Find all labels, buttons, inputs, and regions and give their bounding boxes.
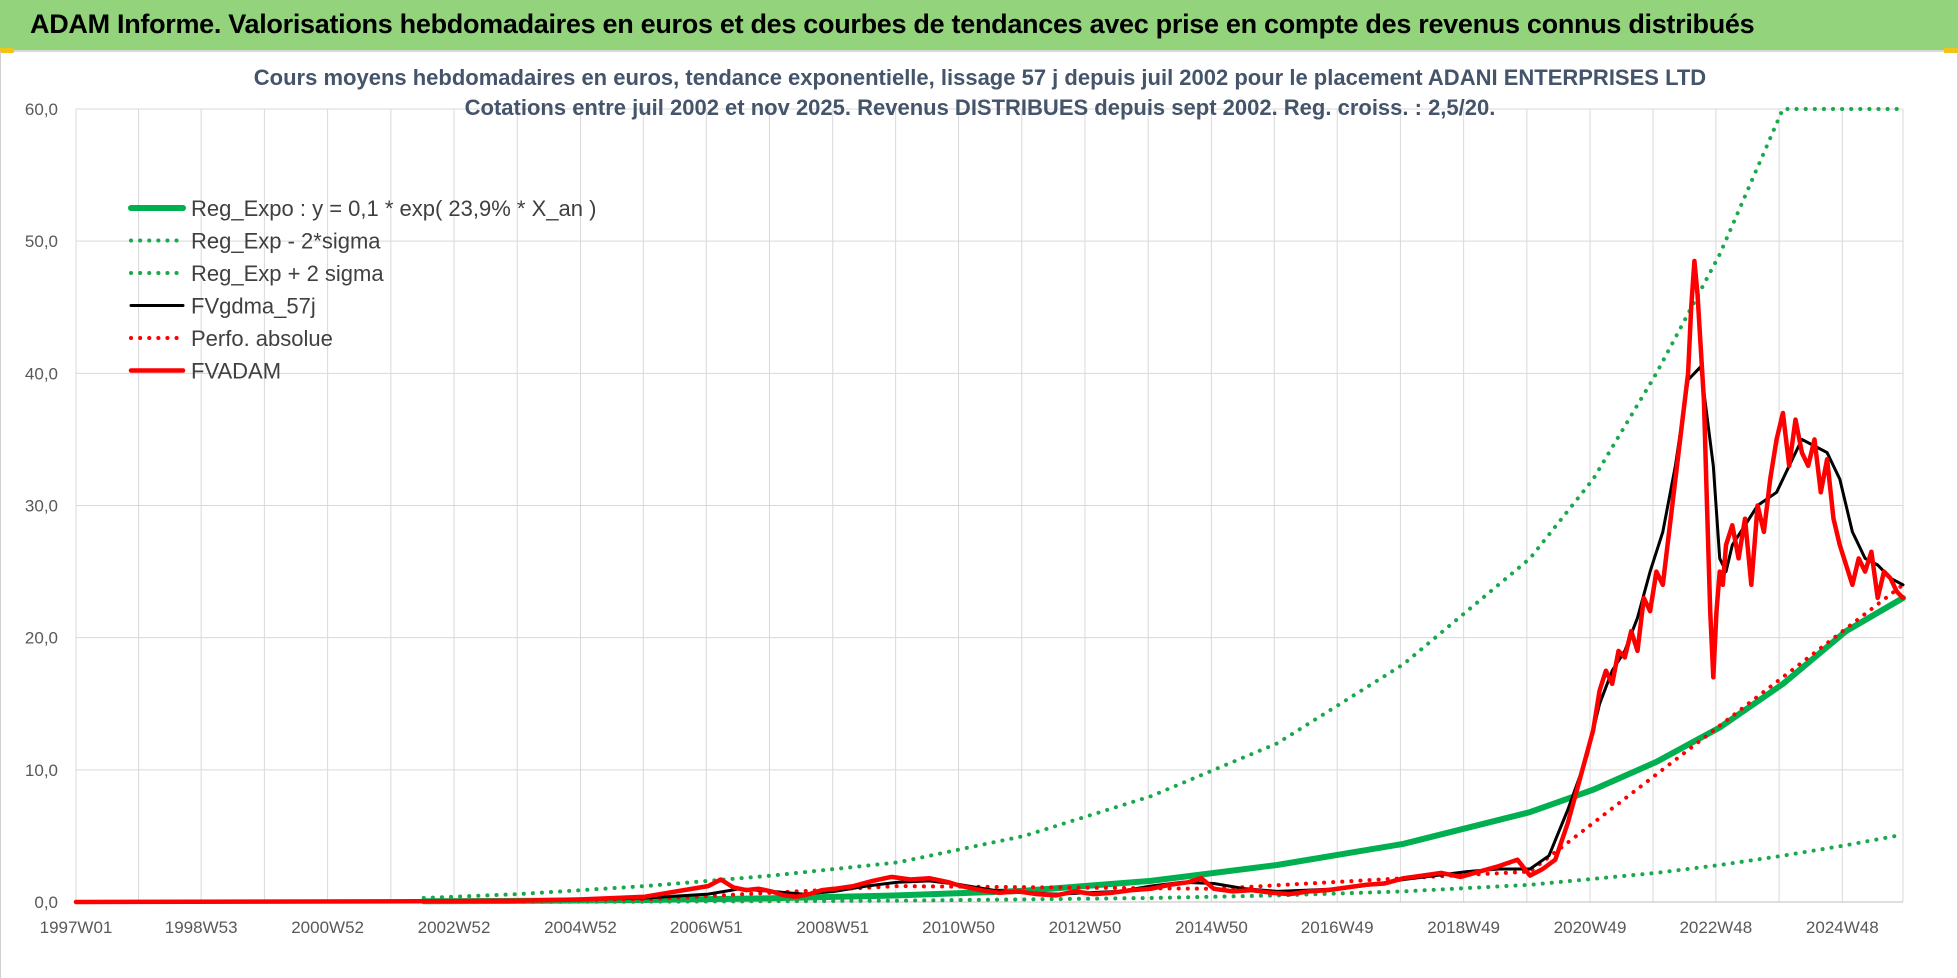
x-tick-label: 2018W49: [1427, 918, 1500, 937]
series-line-0: [420, 595, 1906, 905]
corner-mark-left: [0, 48, 14, 53]
grid: [75, 108, 1904, 903]
x-tick-label: 2004W52: [544, 918, 617, 937]
chart-subtitle: Cotations entre juil 2002 et nov 2025. R…: [465, 95, 1496, 120]
chart-title: Cours moyens hebdomadaires en euros, ten…: [254, 65, 1706, 90]
y-tick-label: 50,0: [25, 232, 58, 251]
axis-ticks: 0,0 10,0 20,0 30,0 40,0 50,0 60,0 1997W01 1998W5…: [25, 100, 1879, 937]
x-tick-label: 2000W52: [291, 918, 364, 937]
series-layer: [73, 107, 1906, 905]
legend-label: Reg_Exp - 2*sigma: [191, 229, 381, 254]
y-tick-label: 60,0: [25, 100, 58, 119]
legend: Reg_Expo : y = 0,1 * exp( 23,9% * X_an )…: [128, 196, 596, 384]
banner-title: ADAM Informe. Valorisations hebdomadaire…: [30, 9, 1755, 39]
series-line-4: [421, 582, 1905, 904]
x-tick-label: 2010W50: [922, 918, 995, 937]
x-tick-label: 2020W49: [1554, 918, 1627, 937]
x-tick-label: 2006W51: [670, 918, 743, 937]
x-tick-label: 1998W53: [165, 918, 238, 937]
x-tick-label: 2008W51: [796, 918, 869, 937]
legend-label: Reg_Expo : y = 0,1 * exp( 23,9% * X_an ): [191, 196, 596, 221]
line-chart: 0,0 10,0 20,0 30,0 40,0 50,0 60,0 1997W01 1998W5…: [25, 65, 1906, 937]
legend-label: Perfo. absolue: [191, 326, 333, 351]
y-tick-label: 40,0: [25, 364, 58, 383]
legend-label: FVgdma_57j: [191, 294, 316, 319]
y-tick-label: 30,0: [25, 497, 58, 516]
x-tick-label: 2014W50: [1175, 918, 1248, 937]
x-tick-label: 2024W48: [1806, 918, 1879, 937]
y-tick-label: 20,0: [25, 629, 58, 648]
chart-area: 0,0 10,0 20,0 30,0 40,0 50,0 60,0 1997W01 1998W5…: [0, 52, 1958, 978]
header-banner: ADAM Informe. Valorisations hebdomadaire…: [0, 0, 1958, 52]
y-tick-label: 10,0: [25, 761, 58, 780]
series-line-1: [421, 832, 1905, 904]
corner-mark-right: [1944, 48, 1958, 53]
x-tick-label: 2022W48: [1679, 918, 1752, 937]
x-tick-label: 2012W50: [1049, 918, 1122, 937]
legend-label: Reg_Exp + 2 sigma: [191, 261, 384, 286]
legend-label: FVADAM: [191, 359, 281, 384]
x-tick-label: 2002W52: [418, 918, 491, 937]
x-tick-label: 2016W49: [1301, 918, 1374, 937]
series-line-5: [73, 258, 1906, 905]
x-tick-label: 1997W01: [40, 918, 113, 937]
series-line-2: [421, 107, 1905, 900]
series-line-3: [422, 365, 1905, 903]
y-tick-label: 0,0: [34, 893, 58, 912]
